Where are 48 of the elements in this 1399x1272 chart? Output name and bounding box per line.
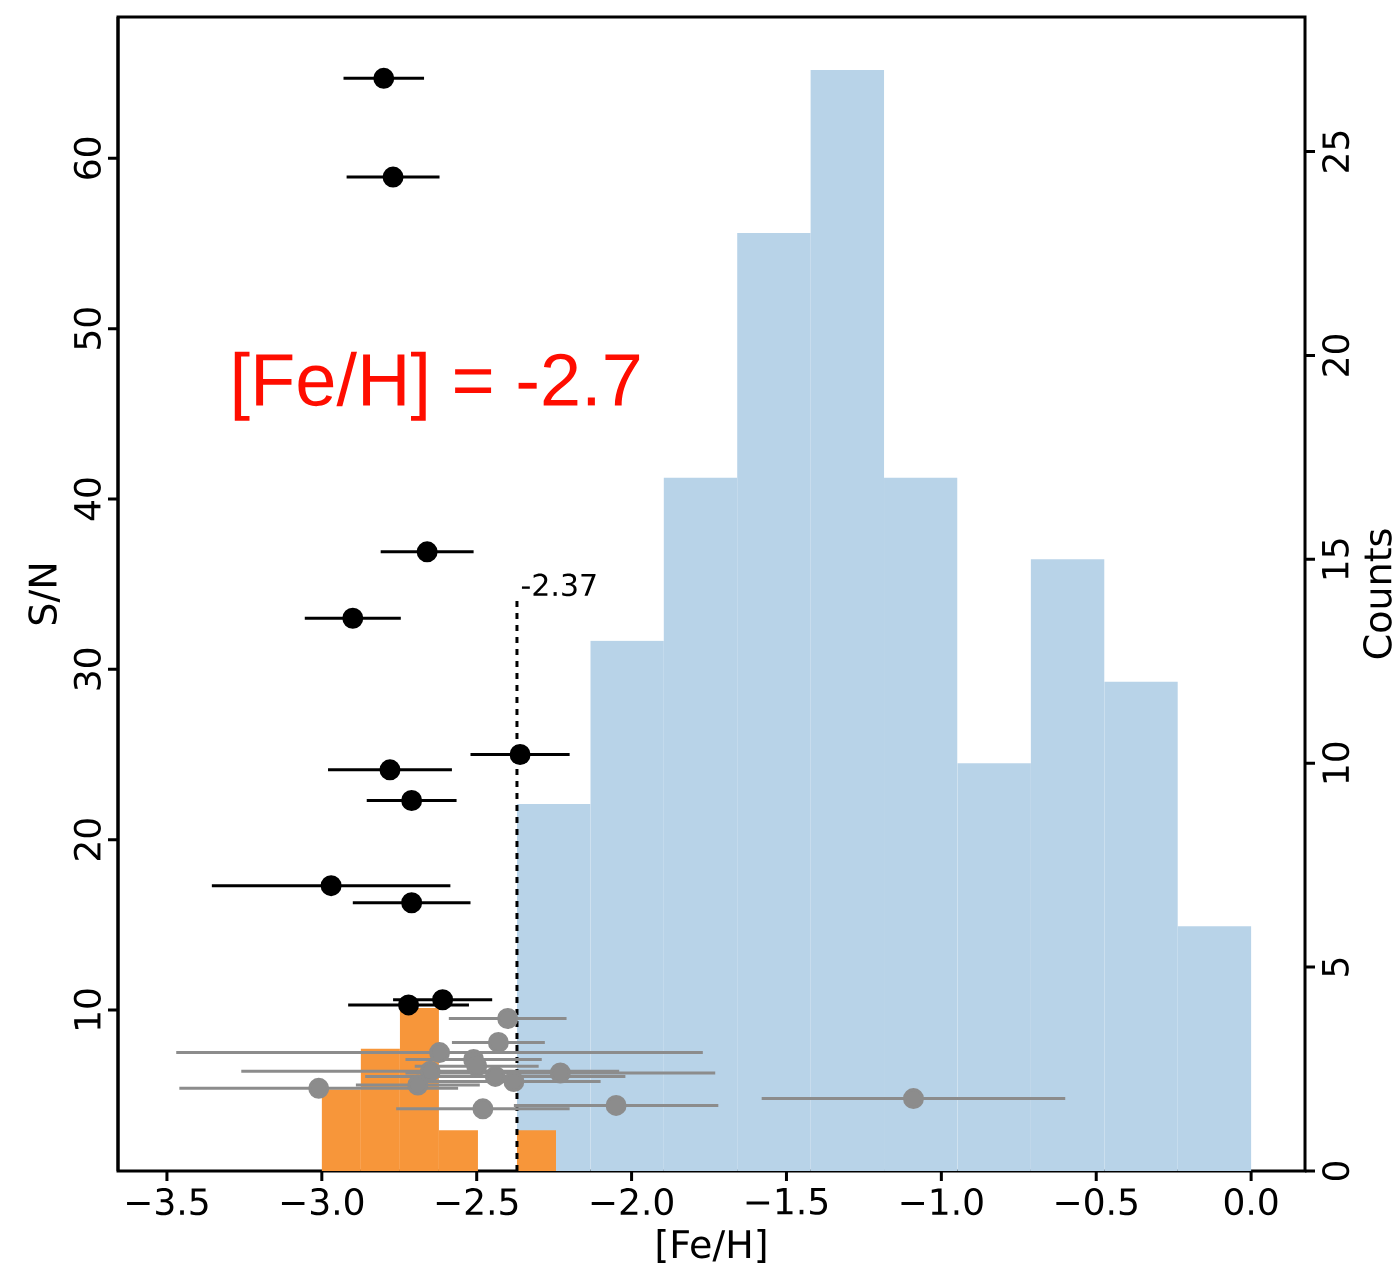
x-tick-label: −0.5 bbox=[1056, 1188, 1137, 1216]
point bbox=[429, 1042, 451, 1064]
point bbox=[416, 541, 438, 563]
point bbox=[398, 994, 420, 1016]
x-tick-label: −1.5 bbox=[746, 1188, 828, 1215]
point bbox=[379, 759, 401, 781]
annotation: [Fe/H] = -2.7 bbox=[234, 351, 640, 421]
y2-tick-label: 25 bbox=[1322, 131, 1350, 172]
y2-tick-label: 0 bbox=[1322, 1161, 1350, 1181]
y-tick-label: 30 bbox=[73, 648, 101, 690]
y-tick-label: 40 bbox=[73, 478, 101, 521]
y2-axis-title: Counts bbox=[1363, 529, 1392, 659]
y2-tick-label: 15 bbox=[1322, 539, 1349, 579]
point bbox=[382, 166, 404, 188]
point bbox=[419, 1060, 441, 1082]
y-tick-label: 50 bbox=[73, 308, 101, 349]
x-tick-label: −3.5 bbox=[127, 1188, 208, 1216]
point bbox=[407, 1074, 429, 1096]
y-tick-label: 60 bbox=[73, 137, 101, 179]
point bbox=[373, 67, 395, 89]
x-axis-title: [Fe/H] bbox=[657, 1229, 766, 1263]
point bbox=[432, 989, 454, 1011]
y2-tick-label: 20 bbox=[1322, 334, 1350, 376]
point bbox=[902, 1088, 924, 1110]
ref-line-label: -2.37 bbox=[521, 573, 596, 597]
x-tick-label: −3.0 bbox=[281, 1188, 364, 1216]
point bbox=[342, 607, 364, 629]
x-tick-label: −2.5 bbox=[436, 1188, 518, 1216]
point bbox=[320, 875, 342, 897]
point bbox=[308, 1077, 330, 1099]
point bbox=[509, 744, 531, 766]
point bbox=[401, 790, 423, 812]
x-tick-label: 0.0 bbox=[1224, 1188, 1278, 1216]
y-tick-label: 20 bbox=[73, 819, 101, 860]
point bbox=[503, 1071, 525, 1093]
y-tick-label: 10 bbox=[73, 989, 101, 1029]
point bbox=[605, 1094, 627, 1116]
point bbox=[487, 1031, 509, 1053]
x-tick-label: −2.0 bbox=[591, 1188, 673, 1216]
y-axis-title: S/N bbox=[28, 565, 60, 625]
point bbox=[497, 1008, 519, 1030]
y2-tick-label: 10 bbox=[1322, 742, 1350, 783]
y2-tick-label: 5 bbox=[1322, 958, 1349, 976]
point bbox=[401, 892, 423, 914]
point bbox=[549, 1062, 571, 1084]
point bbox=[484, 1065, 506, 1087]
x-tick-label: −1.0 bbox=[901, 1188, 983, 1216]
point bbox=[472, 1098, 494, 1120]
